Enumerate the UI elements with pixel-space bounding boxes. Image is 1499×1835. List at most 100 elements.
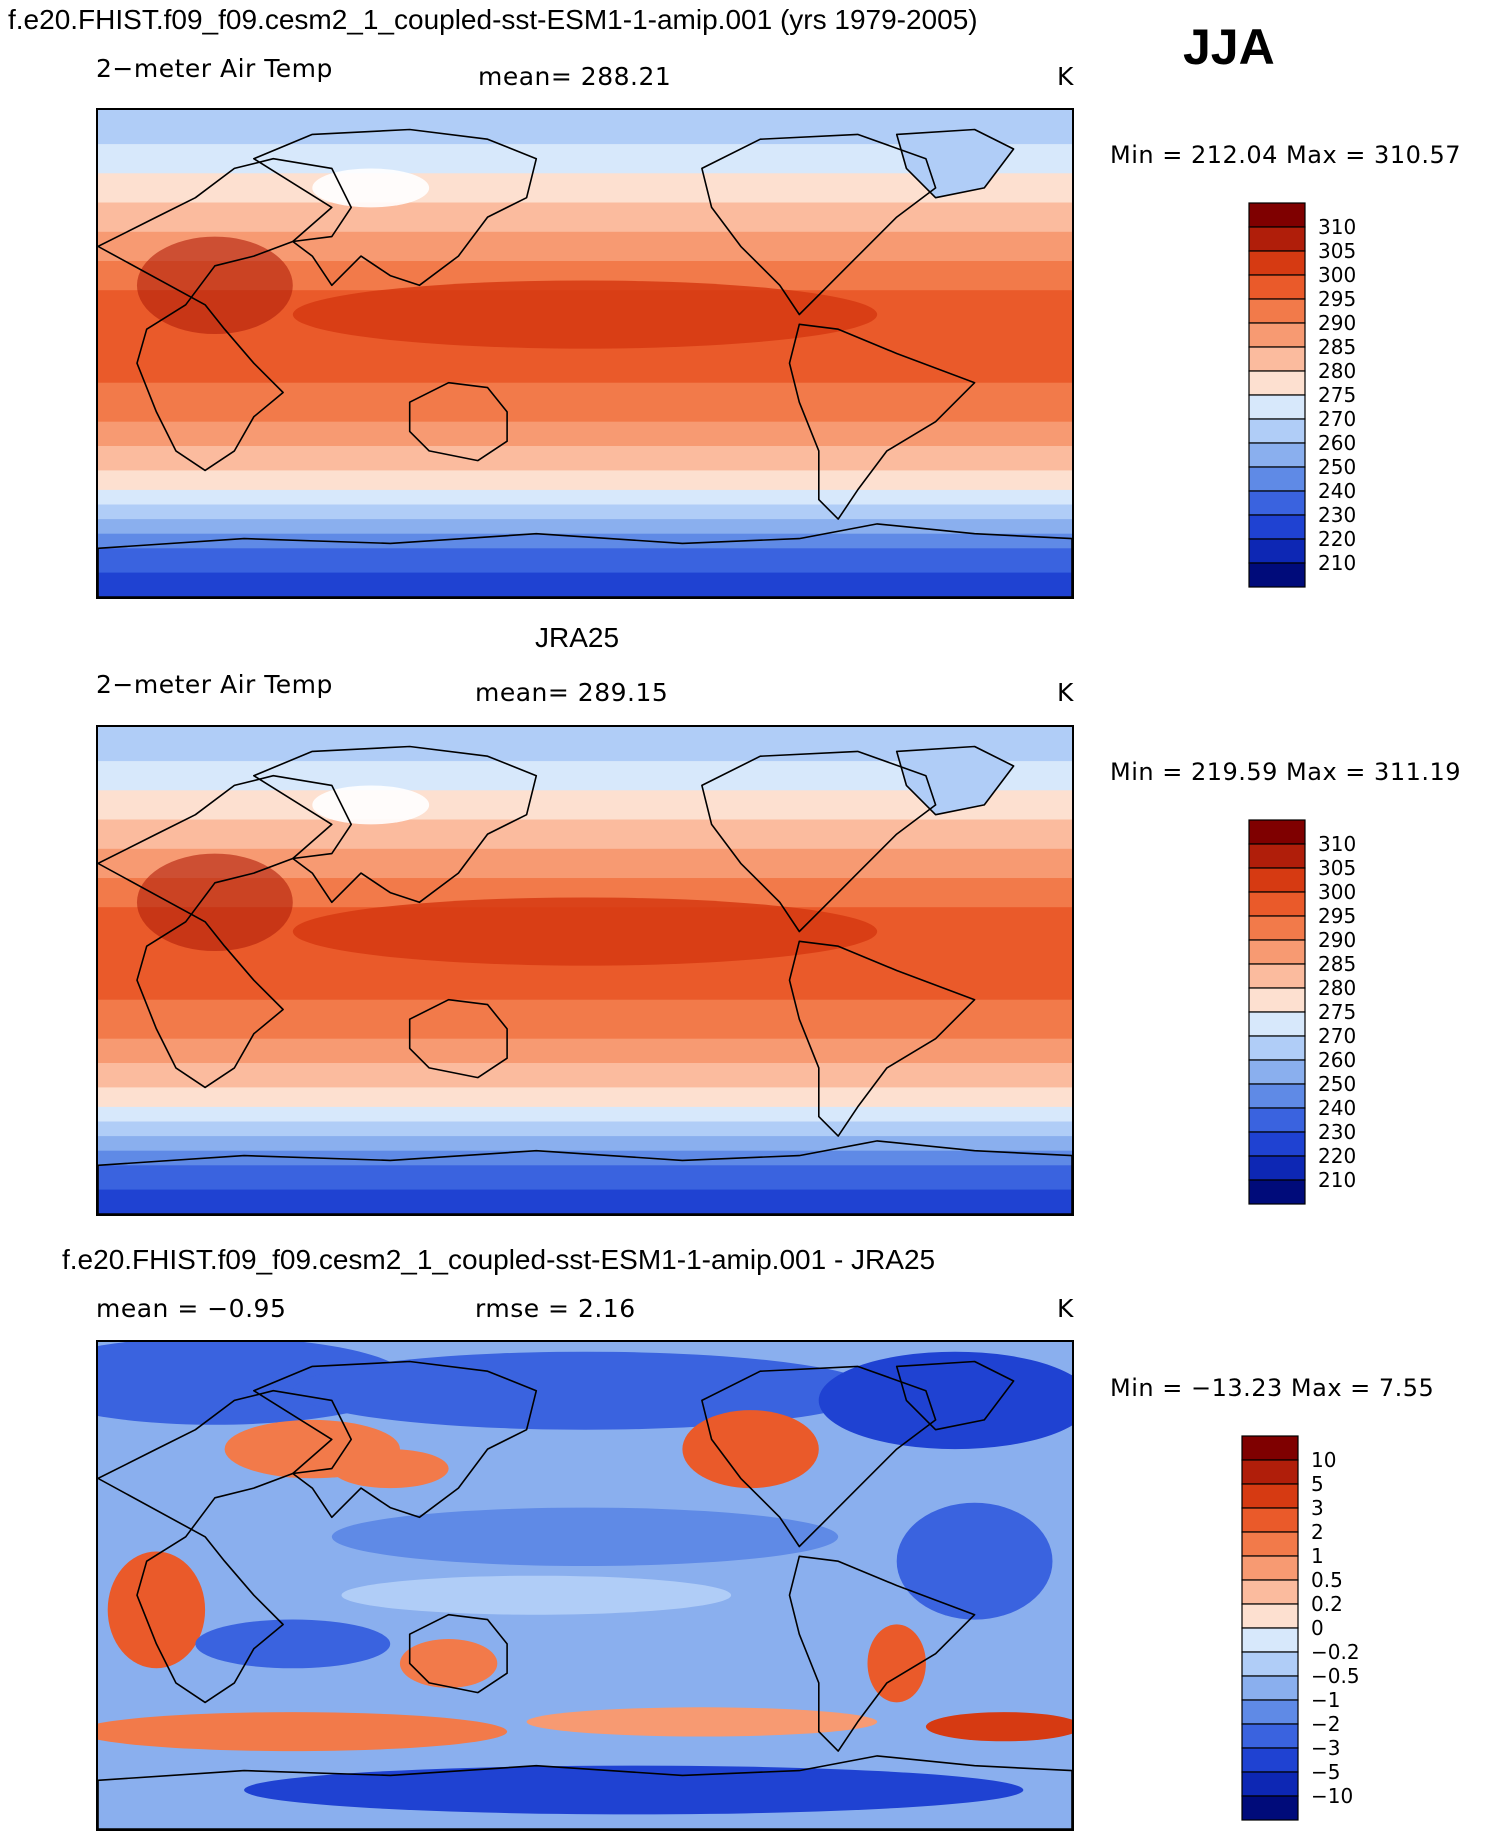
colorbar-swatch bbox=[1248, 418, 1306, 444]
temperature-band bbox=[98, 533, 1072, 550]
colorbar-swatch bbox=[1241, 1651, 1299, 1677]
namerica-coastline bbox=[701, 750, 937, 933]
colorbar-swatch bbox=[1248, 466, 1306, 492]
eurafrica-coastline bbox=[98, 1389, 352, 1704]
colorbar-tick-label: 300 bbox=[1318, 880, 1356, 904]
temperature-band bbox=[98, 548, 1072, 574]
colorbar-swatch bbox=[1248, 987, 1306, 1013]
colorbar-tick-label: 295 bbox=[1318, 904, 1356, 928]
colorbar-tick-label: 260 bbox=[1318, 431, 1356, 455]
temperature-band bbox=[98, 1189, 1072, 1214]
greenland-cold-region bbox=[896, 129, 1014, 198]
difference-region bbox=[107, 1551, 206, 1669]
difference-region bbox=[925, 1712, 1072, 1742]
temperature-band bbox=[98, 489, 1072, 506]
colorbar-swatch bbox=[1248, 490, 1306, 516]
colorbar-swatch bbox=[1248, 370, 1306, 396]
tibet-cool-region bbox=[312, 168, 430, 208]
colorbar-tick-label: −3 bbox=[1311, 1736, 1340, 1760]
temperature-band bbox=[98, 421, 1072, 447]
panel3-rmse-label: rmse = 2.16 bbox=[475, 1294, 636, 1323]
colorbar-tick-label: 210 bbox=[1318, 1168, 1356, 1192]
colorbar-tick-label: 260 bbox=[1318, 1048, 1356, 1072]
colorbar-tick-label: 220 bbox=[1318, 527, 1356, 551]
colorbar-tick-label: −2 bbox=[1311, 1712, 1340, 1736]
difference-region bbox=[818, 1351, 1072, 1450]
colorbar-swatch bbox=[1241, 1507, 1299, 1533]
namerica-coastline bbox=[701, 133, 937, 316]
difference-region bbox=[195, 1619, 391, 1669]
colorbar-swatch bbox=[1241, 1459, 1299, 1485]
colorbar-swatch bbox=[1241, 1435, 1299, 1461]
panel2-variable-label: 2−meter Air Temp bbox=[96, 670, 333, 699]
colorbar-tick-label: 5 bbox=[1311, 1472, 1324, 1496]
temperature-band bbox=[98, 1063, 1072, 1089]
colorbar-swatch bbox=[1248, 843, 1306, 869]
temperature-band bbox=[98, 819, 1072, 850]
colorbar-tick-label: −5 bbox=[1311, 1760, 1340, 1784]
eurafrica-coastline bbox=[98, 157, 352, 472]
colorbar-swatch bbox=[1248, 1059, 1306, 1085]
tibet-cool-region bbox=[312, 785, 430, 825]
temperature-band bbox=[98, 790, 1072, 821]
colorbar-swatch bbox=[1241, 1531, 1299, 1557]
colorbar-tick-label: 270 bbox=[1318, 1024, 1356, 1048]
colorbar-tick-label: −0.5 bbox=[1311, 1664, 1360, 1688]
colorbar-swatch bbox=[1248, 322, 1306, 348]
temperature-band bbox=[98, 1165, 1072, 1191]
australia-coastline bbox=[408, 998, 508, 1079]
colorbar-swatch bbox=[1248, 963, 1306, 989]
temperature-band bbox=[98, 470, 1072, 491]
greenland-coastline bbox=[895, 745, 1015, 816]
colorbar-swatch bbox=[1241, 1747, 1299, 1773]
colorbar-swatch bbox=[1241, 1699, 1299, 1725]
eurafrica-coastline bbox=[98, 774, 352, 1089]
antarctica-coastline bbox=[98, 1140, 1072, 1214]
colorbar-tick-label: 230 bbox=[1318, 1120, 1356, 1144]
panel2-subtitle: JRA25 bbox=[535, 622, 620, 653]
colorbar-tick-label: 240 bbox=[1318, 479, 1356, 503]
colorbar-swatch bbox=[1248, 346, 1306, 372]
temperature-band bbox=[98, 519, 1072, 535]
colorbar-swatch bbox=[1248, 819, 1306, 845]
colorbar-tick-label: 280 bbox=[1318, 359, 1356, 383]
colorbar-swatch bbox=[1248, 1155, 1306, 1181]
colorbar-swatch bbox=[1248, 1011, 1306, 1037]
colorbar-tick-label: 210 bbox=[1318, 551, 1356, 575]
panel1-mean-label: mean= 288.21 bbox=[478, 62, 672, 91]
difference-region bbox=[244, 1765, 1024, 1815]
colorbar-tick-label: 270 bbox=[1318, 407, 1356, 431]
temperature-band bbox=[98, 1106, 1072, 1123]
panel2-minmax: Min = 219.59 Max = 311.19 bbox=[1110, 758, 1462, 786]
panel1-minmax: Min = 212.04 Max = 310.57 bbox=[1110, 141, 1462, 169]
greenland-cold-region bbox=[896, 746, 1014, 815]
difference-region bbox=[98, 1712, 508, 1752]
colorbar-tick-label: 275 bbox=[1318, 383, 1356, 407]
season-label: JJA bbox=[1183, 19, 1275, 75]
colorbar-swatch bbox=[1248, 867, 1306, 893]
temperature-band bbox=[98, 572, 1072, 597]
australia-coastline bbox=[408, 1613, 508, 1694]
temperature-band bbox=[98, 999, 1072, 1040]
colorbar-tick-label: 300 bbox=[1318, 263, 1356, 287]
colorbar-tick-label: 0.2 bbox=[1311, 1592, 1343, 1616]
namerica-coastline bbox=[701, 1365, 937, 1548]
colorbar-swatch bbox=[1241, 1771, 1299, 1797]
panel3-minmax: Min = −13.23 Max = 7.55 bbox=[1110, 1374, 1435, 1402]
hot-region bbox=[136, 853, 293, 952]
colorbar-tick-label: 0 bbox=[1311, 1616, 1324, 1640]
colorbar-tick-label: 310 bbox=[1318, 215, 1356, 239]
figure-title: f.e20.FHIST.f09_f09.cesm2_1_coupled-sst-… bbox=[8, 4, 978, 35]
samerica-coastline bbox=[788, 1555, 976, 1752]
asia-coastline bbox=[253, 1360, 538, 1519]
panel3-colorbar: 10 5 3 2 1 0.5 0.2 0 −0.2 −0.5 −1 −2 −3 −5 −10 bbox=[1241, 1435, 1411, 1827]
greenland-coastline bbox=[895, 128, 1015, 199]
difference-region bbox=[341, 1575, 732, 1615]
difference-region bbox=[526, 1707, 878, 1737]
samerica-coastline bbox=[788, 940, 976, 1137]
panel2-map bbox=[96, 725, 1074, 1216]
temperature-band bbox=[98, 1121, 1072, 1138]
panel2-mean-label: mean= 289.15 bbox=[475, 678, 669, 707]
colorbar-swatch bbox=[1248, 250, 1306, 276]
colorbar-swatch bbox=[1248, 562, 1306, 588]
